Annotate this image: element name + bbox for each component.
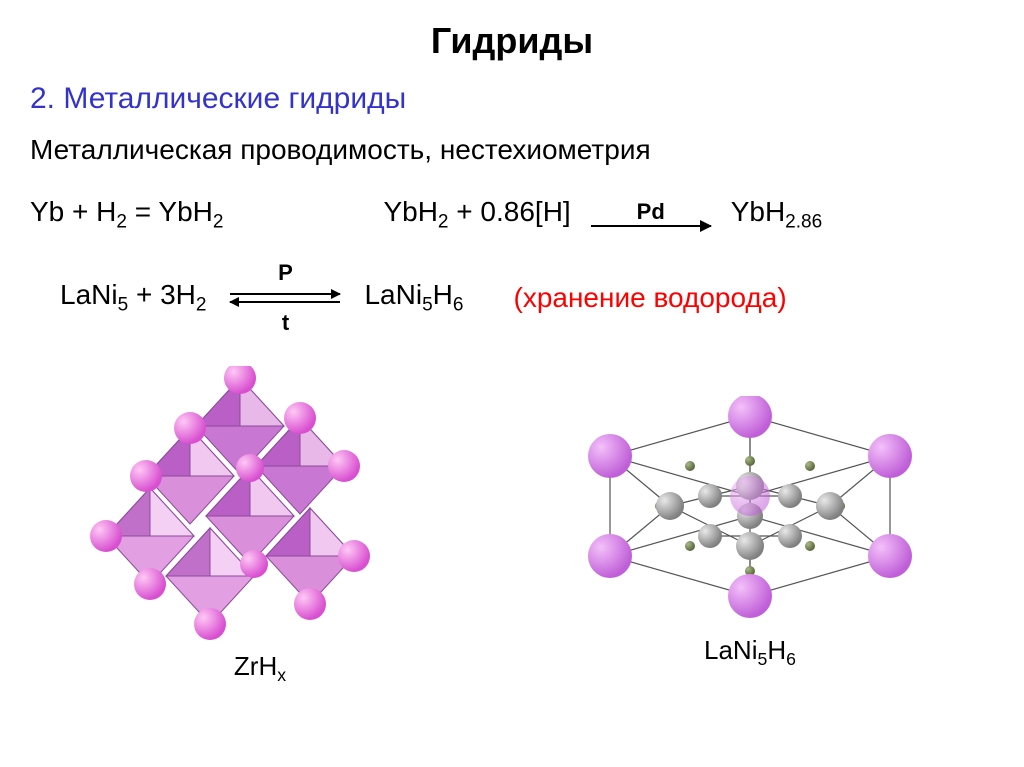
eq2-left: LaNi5 + 3H2	[60, 279, 206, 317]
eq2-arrow: P t	[230, 260, 340, 336]
structure-lani5h6: LaNi5H6	[550, 396, 950, 670]
equation-lani: LaNi5 + 3H2 P t LaNi5H6 (хранение водоро…	[60, 260, 994, 336]
eq1-arrow: Pd	[591, 201, 711, 229]
section-subtitle: 2. Металлические гидриды	[30, 82, 994, 116]
lani-label: LaNi5H6	[550, 635, 950, 670]
eq1-catalyst: Pd	[637, 201, 665, 223]
structure-zrh: ZrHx	[90, 366, 430, 686]
eq1-right-reagent: YbH2 + 0.86[H]	[383, 196, 570, 234]
eq2-cond-bot: t	[282, 310, 289, 336]
description-text: Металлическая проводимость, нестехиометр…	[30, 134, 994, 166]
equation-ybh: Yb + H2 = YbH2 YbH2 + 0.86[H] Pd YbH2.86	[30, 196, 994, 234]
eq2-note: (хранение водорода)	[514, 282, 787, 314]
eq2-cond-top: P	[278, 260, 293, 286]
zrh-label: ZrHx	[90, 651, 430, 686]
eq1-left: Yb + H2 = YbH2	[30, 196, 223, 234]
lani-svg	[550, 396, 950, 636]
structure-diagrams: ZrHx	[30, 366, 994, 726]
eq1-product: YbH2.86	[731, 196, 823, 234]
zrh-svg	[90, 366, 410, 646]
page-title: Гидриды	[30, 20, 994, 62]
subtitle-number: 2.	[30, 82, 55, 115]
eq2-product: LaNi5H6	[364, 279, 463, 317]
subtitle-text: Металлические гидриды	[63, 82, 406, 115]
